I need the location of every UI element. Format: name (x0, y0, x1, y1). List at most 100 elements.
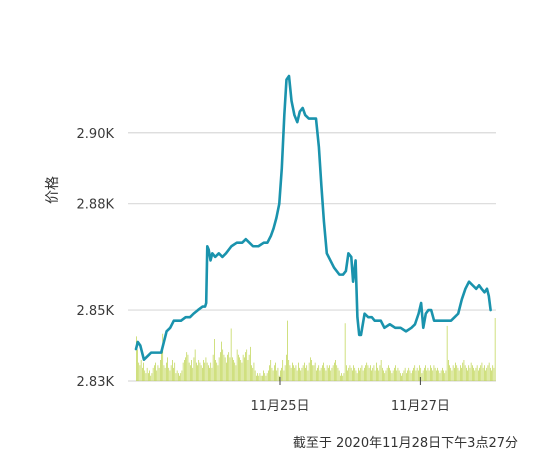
volume-bar (139, 365, 141, 381)
volume-bar (436, 370, 437, 381)
volume-bar (265, 375, 267, 381)
volume-bar (337, 367, 339, 382)
volume-bar (300, 370, 302, 381)
volume-bar (226, 362, 227, 382)
volume-bar (484, 365, 485, 381)
volume-bar (146, 367, 148, 382)
volume-bar (292, 362, 293, 382)
volume-bar (360, 367, 362, 382)
volume-bar (156, 370, 158, 381)
volume-bar (270, 360, 272, 381)
volume-bar (266, 373, 268, 382)
volume-bar (181, 370, 183, 381)
volume-bar (272, 370, 274, 381)
volume-bar (378, 370, 380, 381)
volume-bar (463, 360, 465, 381)
volume-bar (377, 367, 378, 382)
y-tick-label: 2.83K (77, 375, 115, 390)
volume-bar (493, 367, 495, 382)
volume-bar (138, 362, 140, 382)
volume-bar (169, 370, 171, 381)
volume-bar (178, 373, 179, 382)
y-tick-label: 2.85K (77, 304, 115, 319)
volume-bar (163, 365, 165, 381)
volume-bar (259, 373, 261, 382)
volume-bar (192, 367, 194, 382)
volume-bar (457, 367, 459, 382)
volume-bar (332, 365, 334, 381)
volume-bar (241, 362, 243, 382)
volume-bar (374, 370, 376, 381)
volume-bar (464, 365, 466, 381)
volume-bar (257, 373, 258, 382)
volume-bar (281, 367, 282, 382)
volume-bar (235, 365, 237, 381)
volume-bar (293, 365, 294, 381)
volume-bar (330, 370, 332, 381)
volume-bar (148, 373, 149, 382)
volume-bar (415, 370, 417, 381)
volume-bar (277, 367, 279, 382)
volume-bar (365, 365, 366, 381)
volume-bar (227, 354, 228, 381)
volume-bar (180, 373, 182, 382)
volume-bar (430, 365, 431, 381)
volume-bar (382, 367, 383, 382)
volume-bar (353, 365, 354, 381)
volume-bar (444, 373, 446, 382)
volume-bar (385, 370, 387, 381)
volume-bar (356, 373, 358, 382)
volume-bar (208, 365, 209, 381)
volume-bar (476, 365, 478, 381)
volume-bar (238, 354, 239, 381)
volume-bar (204, 362, 206, 382)
volume-bar (149, 370, 150, 381)
volume-bar (422, 370, 424, 381)
volume-bar (446, 325, 448, 382)
volume-bar (443, 370, 444, 381)
volume-bar (343, 373, 345, 382)
volume-bar (388, 365, 389, 381)
volume-bar (468, 365, 470, 381)
timestamp-note: 截至于 2020年11月28日下午3点27分 (292, 436, 518, 451)
volume-bar (229, 357, 231, 382)
volume-bar (442, 367, 443, 382)
volume-bar (410, 373, 412, 382)
volume-bar (144, 370, 146, 381)
volume-bar (317, 367, 318, 382)
volume-bar (355, 370, 357, 381)
volume-bar (413, 367, 414, 382)
volume-bar (307, 370, 309, 381)
volume-bar (233, 360, 234, 381)
volume-bar (380, 360, 382, 381)
volume-bar (308, 362, 310, 382)
volume-bar (301, 367, 303, 382)
volume-bar (390, 370, 392, 381)
volume-bar (449, 365, 450, 381)
volume-bar (218, 357, 220, 382)
volume-bar (487, 365, 489, 381)
volume-bar (232, 357, 233, 382)
volume-bar (179, 375, 180, 381)
volume-bar (271, 367, 273, 382)
volume-bar (452, 365, 454, 381)
volume-bar (161, 352, 162, 382)
volume-bar (431, 367, 432, 382)
volume-bar (217, 365, 219, 381)
volume-bar (359, 370, 360, 381)
volume-bar (185, 357, 186, 382)
price-line (134, 74, 492, 362)
volume-bar (347, 370, 348, 381)
volume-bar (391, 373, 393, 382)
volume-bar (445, 370, 447, 381)
volume-bar (394, 367, 395, 382)
volume-bar (418, 370, 419, 381)
volume-bar (486, 367, 488, 382)
volume-bar (152, 367, 154, 382)
volume-bar (304, 362, 305, 382)
volume-bar (427, 367, 429, 382)
volume-bar (461, 367, 462, 382)
volume-bar (206, 362, 208, 382)
volume-bar (164, 367, 166, 382)
volume-bar (205, 357, 207, 382)
